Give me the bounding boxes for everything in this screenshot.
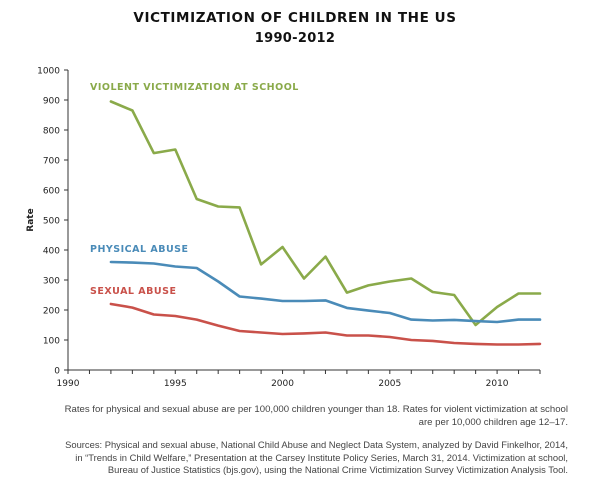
line-chart: 0 100 200 300 400 500 600 700 800 900 1000 1990 1995… [26, 67, 542, 389]
x-tick-label: 1990 [57, 379, 80, 389]
series-line-sexual-abuse [109, 302, 542, 346]
y-tick-label: 1000 [37, 67, 60, 77]
y-tick-label: 100 [43, 337, 60, 347]
rate-note-line: are per 10,000 children age 12–17. [418, 416, 568, 428]
sources-note-line: Sources: Physical and sexual abuse, Nati… [65, 439, 568, 450]
x-tick-label: 1995 [164, 379, 187, 389]
y-tick-label: 700 [43, 157, 60, 167]
y-tick-label: 900 [43, 97, 60, 107]
y-tick-label: 600 [43, 187, 60, 197]
series-label: VIOLENT VICTIMIZATION AT SCHOOL [90, 82, 299, 93]
chart-title: VICTIMIZATION OF CHILDREN IN THE US [133, 10, 457, 26]
sources-note: Sources: Physical and sexual abuse, Nati… [20, 439, 568, 477]
x-tick-label: 2000 [271, 379, 294, 389]
y-tick-label: 800 [43, 127, 60, 137]
chart-subtitle: 1990-2012 [254, 31, 336, 46]
sources-note-line: Bureau of Justice Statistics (bjs.gov), … [107, 464, 568, 475]
y-tick-label: 500 [43, 217, 60, 227]
rate-note-line: Rates for physical and sexual abuse are … [64, 404, 568, 415]
series-line-violent-victimization-at-school [109, 100, 542, 327]
y-tick-label: 400 [43, 247, 60, 257]
y-tick-label: 200 [43, 307, 60, 317]
x-tick-label: 2005 [378, 379, 401, 389]
x-tick-label: 2010 [486, 379, 509, 389]
y-axis-label: Rate [26, 208, 36, 231]
rate-note: Rates for physical and sexual abuse are … [20, 404, 568, 429]
sources-note-line: in “Trends in Child Welfare,” Presentati… [75, 451, 568, 463]
series-line-physical-abuse [109, 260, 542, 324]
y-tick-label: 0 [54, 367, 60, 377]
series-label: SEXUAL ABUSE [90, 286, 176, 297]
y-tick-label: 300 [43, 277, 60, 287]
series-label: PHYSICAL ABUSE [90, 244, 189, 255]
